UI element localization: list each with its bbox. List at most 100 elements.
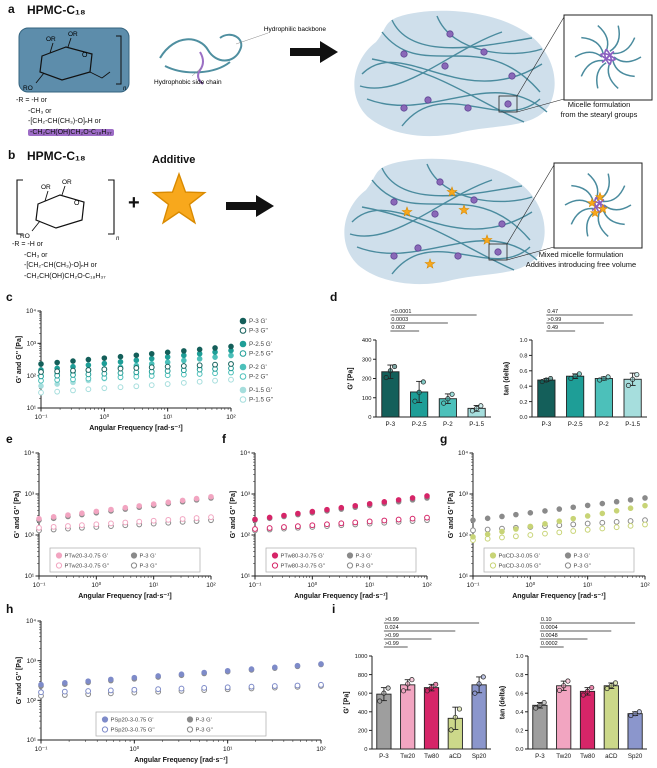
ring-or-label: OR xyxy=(46,36,56,43)
svg-text:aCD: aCD xyxy=(605,753,618,760)
svg-text:G' and G'' [Pa]: G' and G'' [Pa] xyxy=(16,657,23,704)
svg-text:P-1.5: P-1.5 xyxy=(625,421,640,428)
svg-text:PTw80-3-0.75 G': PTw80-3-0.75 G' xyxy=(281,554,324,560)
tan-delta-by-polymer-concentration: 0.0 0.2 0.4 0.6 0.8 1.0 P-3 P-2.5 P-2 P-1.5 0.47 >0… xyxy=(504,309,647,428)
svg-text:10³: 10³ xyxy=(241,491,251,498)
svg-text:PTw80-3-0.75 G'': PTw80-3-0.75 G'' xyxy=(281,564,325,570)
svg-text:10⁴: 10⁴ xyxy=(26,618,36,625)
svg-text:P-2.5 G': P-2.5 G' xyxy=(249,341,272,348)
svg-text:PTw20-3-0.75 G'': PTw20-3-0.75 G'' xyxy=(65,564,109,570)
svg-text:Angular Frequency [rad·s⁻¹]: Angular Frequency [rad·s⁻¹] xyxy=(78,593,172,600)
panel-f: f 10⁻¹ 10⁰ 10¹ 10² 10¹ 10² 10³ 10⁴ Angular Frequ… xyxy=(220,432,436,604)
repeat-unit-n-label: n xyxy=(116,236,120,242)
panel-h-label: h xyxy=(6,602,14,616)
panel-i: i 0 200 400 600 800 1000 P-3 Tw20 Tw80 aCD Sp20 >0.… xyxy=(332,602,657,766)
svg-text:0.0: 0.0 xyxy=(519,415,527,421)
svg-text:PSp20-3-0.75 G'': PSp20-3-0.75 G'' xyxy=(111,728,155,734)
svg-text:0.0004: 0.0004 xyxy=(541,625,558,631)
svg-text:1000: 1000 xyxy=(355,654,368,660)
ring-or-label: OR xyxy=(41,184,51,191)
svg-text:10²: 10² xyxy=(422,582,432,589)
svg-text:10⁰: 10⁰ xyxy=(129,745,139,753)
r-group-line: -[CH₂-CH(CH₃)-O]ₙH or xyxy=(28,118,101,125)
svg-text:1.0: 1.0 xyxy=(519,338,527,344)
hpmc-structure-bracketed: O OR OR RO n xyxy=(16,179,120,242)
svg-text:P-3 G'': P-3 G'' xyxy=(574,564,591,570)
svg-text:200: 200 xyxy=(362,377,372,383)
rheology-frequency-sweep-tween80: 10⁻¹ 10⁰ 10¹ 10² 10¹ 10² 10³ 10⁴ Angular Frequen… xyxy=(230,450,432,600)
ring-ro-label: RO xyxy=(23,85,33,92)
svg-text:>0.99: >0.99 xyxy=(385,633,399,639)
svg-text:0.0: 0.0 xyxy=(515,747,523,753)
svg-text:Tw80: Tw80 xyxy=(424,753,439,760)
svg-text:P-3 G'': P-3 G'' xyxy=(140,564,157,570)
svg-text:0.8: 0.8 xyxy=(515,673,523,679)
svg-text:10³: 10³ xyxy=(27,341,37,348)
svg-text:10²: 10² xyxy=(25,532,35,539)
svg-text:10²: 10² xyxy=(27,373,37,380)
panel-b-title: HPMC-C₁₈ xyxy=(27,149,86,163)
panel-a-title: HPMC-C₁₈ xyxy=(27,3,86,17)
chart-frequency-sweep-concentration: 10⁻¹ 10⁰ 10¹ 10² 10¹ 10² 10³ 10⁴ Angular Frequen… xyxy=(14,306,326,432)
svg-text:10²: 10² xyxy=(206,582,216,589)
panel-d: d 0 100 200 300 400 P-3 P-2.5 P-2 P-1.5 <0.0001 0.… xyxy=(330,290,657,434)
svg-text:0.2: 0.2 xyxy=(515,729,523,735)
chart-gprime-bars-concentration: 0 100 200 300 400 P-3 P-2.5 P-2 P-1.5 <0.0001 0.00… xyxy=(346,306,494,432)
chart-frequency-sweep-tween80: 10⁻¹ 10⁰ 10¹ 10² 10¹ 10² 10³ 10⁴ Angular Frequen… xyxy=(228,448,432,600)
svg-text:10⁴: 10⁴ xyxy=(458,450,468,457)
rheology-frequency-sweep-span20: 10⁻¹ 10⁰ 10¹ 10² 10¹ 10² 10³ 10⁴ Angular Frequen… xyxy=(16,618,326,764)
svg-text:10⁰: 10⁰ xyxy=(525,581,535,589)
svg-text:10²: 10² xyxy=(316,746,326,753)
svg-text:10⁴: 10⁴ xyxy=(240,450,250,457)
panel-g: g 10⁻¹ 10⁰ 10¹ 10² 10¹ 10² 10³ 10⁴ Angular Frequ… xyxy=(438,432,655,604)
svg-text:>0.99: >0.99 xyxy=(547,317,561,323)
caption-line: Mixed micelle formulation xyxy=(538,250,624,259)
svg-text:P-3 G'': P-3 G'' xyxy=(249,328,268,335)
svg-text:>0.99: >0.99 xyxy=(385,641,399,647)
svg-text:600: 600 xyxy=(358,691,368,697)
svg-text:>0.99: >0.99 xyxy=(385,617,399,623)
svg-text:0.4: 0.4 xyxy=(515,710,524,716)
rheology-frequency-sweep-tween20: 10⁻¹ 10⁰ 10¹ 10² 10¹ 10² 10³ 10⁴ Angular Frequen… xyxy=(14,450,216,600)
additive-star-icon xyxy=(151,171,207,225)
svg-text:400: 400 xyxy=(358,710,368,716)
svg-text:0.47: 0.47 xyxy=(547,309,558,315)
svg-text:P-3 G': P-3 G' xyxy=(574,554,590,560)
svg-text:P-3 G': P-3 G' xyxy=(356,554,372,560)
svg-text:Tw80: Tw80 xyxy=(580,753,595,760)
chart-tandelta-bars-concentration: 0.0 0.2 0.4 0.6 0.8 1.0 P-3 P-2.5 P-2 P-1.5 0.47 >0… xyxy=(502,306,650,432)
svg-text:10¹: 10¹ xyxy=(223,746,233,753)
svg-text:P-2.5 G'': P-2.5 G'' xyxy=(249,351,273,358)
svg-text:10³: 10³ xyxy=(27,658,37,665)
panel-b-label: b xyxy=(8,148,16,162)
svg-text:0.10: 0.10 xyxy=(541,617,552,623)
r-group-line: -CH₃ or xyxy=(28,107,52,115)
svg-text:G' and G'' [Pa]: G' and G'' [Pa] xyxy=(16,336,23,383)
svg-text:800: 800 xyxy=(358,673,368,679)
arrow-icon xyxy=(290,41,338,63)
chart-tandelta-bars-additives: 0.0 0.2 0.4 0.6 0.8 1.0 P-3 Tw20 Tw80 aCD Sp20 0.10… xyxy=(498,614,650,764)
svg-text:10¹: 10¹ xyxy=(163,414,173,421)
svg-text:Angular Frequency [rad·s⁻¹]: Angular Frequency [rad·s⁻¹] xyxy=(134,757,228,764)
svg-text:P-3: P-3 xyxy=(386,421,396,428)
svg-text:P-3 G': P-3 G' xyxy=(196,718,212,724)
svg-text:Sp20: Sp20 xyxy=(472,753,487,760)
svg-text:Angular Frequency [rad·s⁻¹]: Angular Frequency [rad·s⁻¹] xyxy=(294,593,388,600)
panel-g-label: g xyxy=(440,432,448,446)
panel-e-label: e xyxy=(6,432,13,446)
panel-a-label: a xyxy=(8,2,15,16)
hydrophilic-backbone-label: Hydrophilic backbone xyxy=(264,26,327,33)
svg-text:Angular Frequency [rad·s⁻¹]: Angular Frequency [rad·s⁻¹] xyxy=(512,593,606,600)
svg-text:0.0003: 0.0003 xyxy=(391,317,408,323)
panel-b-caption: Mixed micelle formulation Additives intr… xyxy=(508,250,654,269)
ring-oxygen-label: O xyxy=(74,200,80,207)
svg-text:0.0002: 0.0002 xyxy=(541,641,558,647)
svg-text:0.6: 0.6 xyxy=(515,691,523,697)
svg-text:P-1.5: P-1.5 xyxy=(469,421,484,428)
svg-text:P-2.5: P-2.5 xyxy=(568,421,583,428)
chart-frequency-sweep-tween20: 10⁻¹ 10⁰ 10¹ 10² 10¹ 10² 10³ 10⁴ Angular Frequen… xyxy=(12,448,216,600)
svg-text:10⁴: 10⁴ xyxy=(24,450,34,457)
svg-text:P-2: P-2 xyxy=(599,421,609,428)
r-group-line: -CH₂CH(OH)CH₂O-C₁₈H₃₇ xyxy=(24,272,106,280)
